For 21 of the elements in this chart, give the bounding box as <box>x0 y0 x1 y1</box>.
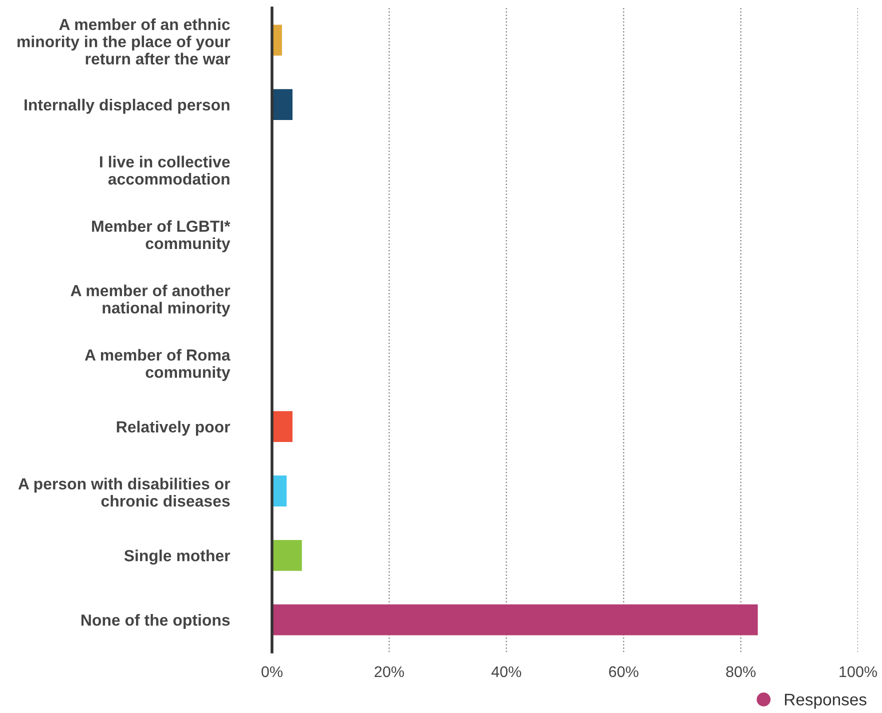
bar <box>272 540 302 571</box>
y-tick-label: A member of another national minority <box>70 284 230 317</box>
x-tick-label: 60% <box>609 666 638 678</box>
y-tick-label: Single mother <box>124 550 230 565</box>
y-tick-label: Relatively poor <box>116 420 230 436</box>
y-tick-label: I live in collective accommodation <box>100 156 230 185</box>
y-tick-label: Member of LGBTI* community <box>92 220 230 252</box>
x-tick-label: 100% <box>840 666 877 678</box>
y-tick-label: A member of an ethnic minority in the place of your return after the war <box>18 18 230 65</box>
y-tick-label: None of the options <box>81 614 230 629</box>
x-tick-label: 0% <box>262 666 282 678</box>
y-tick-label: A member of Roma community <box>84 348 230 382</box>
x-tick-label: 20% <box>374 666 404 678</box>
bar <box>272 89 293 120</box>
x-tick-label: 80% <box>726 666 756 678</box>
y-tick-label: Internally displaced person <box>24 98 230 114</box>
bar <box>272 604 758 636</box>
bar <box>272 411 293 442</box>
x-tick-label: 40% <box>491 666 522 678</box>
legend-label: Responses <box>784 694 866 709</box>
y-tick-label: A person with disabilities or chronic diseases <box>18 478 230 507</box>
